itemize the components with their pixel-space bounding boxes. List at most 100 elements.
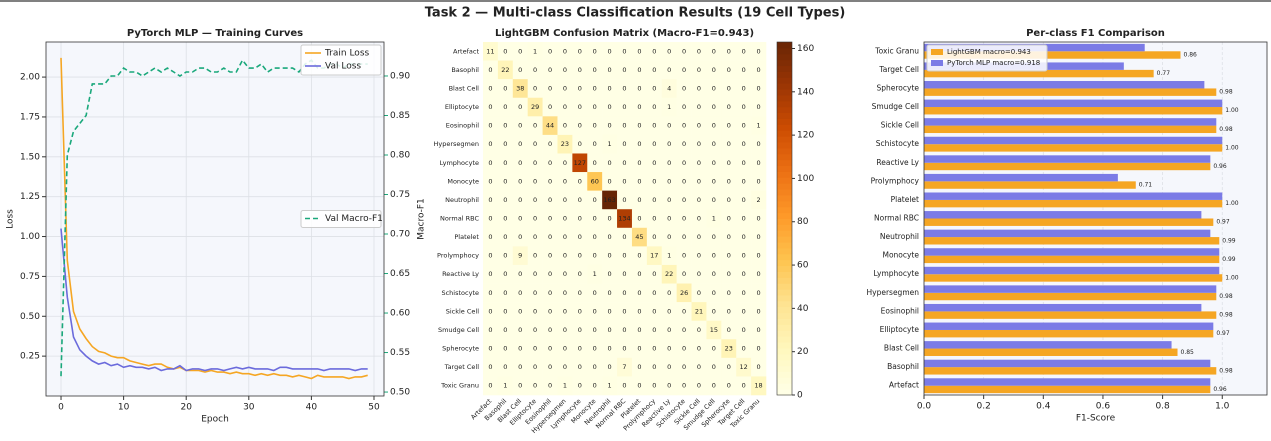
heatmap-cell — [751, 357, 767, 377]
heatmap-cell — [512, 172, 528, 191]
legend-swatch — [931, 49, 943, 55]
cell-label: 0 — [667, 159, 671, 167]
colorbar-tick-label: 120 — [797, 131, 814, 141]
chart-title: PyTorch MLP — Training Curves — [127, 28, 303, 39]
heatmap-cell — [542, 116, 558, 136]
heatmap-cell — [587, 302, 603, 321]
heatmap-cell — [706, 153, 722, 173]
cell-label: 0 — [727, 233, 731, 241]
colorbar-step — [777, 271, 792, 278]
chart-title: Per-class F1 Comparison — [1026, 28, 1165, 39]
heatmap-cell — [691, 264, 707, 284]
cell-label: 0 — [563, 122, 567, 130]
heatmap-cell — [512, 376, 528, 396]
heatmap-cell — [676, 320, 692, 340]
cell-label: 0 — [533, 215, 537, 223]
cell-label: 1 — [593, 270, 597, 278]
bar — [924, 192, 1223, 200]
cell-label: 0 — [652, 66, 656, 74]
heatmap-cell — [572, 134, 588, 154]
cell-label: 0 — [608, 66, 612, 74]
heatmap-cell — [483, 264, 499, 284]
heatmap-cell — [661, 172, 677, 191]
heatmap-cell — [483, 79, 499, 99]
heatmap-cell — [587, 209, 603, 229]
value-label: 0.71 — [1139, 182, 1153, 189]
y-tick-label: 0.50 — [20, 312, 40, 322]
colorbar-step — [777, 177, 792, 184]
colorbar-step — [777, 106, 792, 114]
cell-label: 0 — [533, 289, 537, 297]
heatmap-cell — [542, 320, 558, 340]
heatmap-cell — [676, 60, 692, 80]
cell-label: 0 — [518, 233, 522, 241]
cell-label: 0 — [548, 66, 552, 74]
cell-label: 0 — [503, 84, 507, 92]
cell-label: 0 — [563, 307, 567, 315]
heatmap-cell — [676, 79, 692, 99]
cell-label: 0 — [652, 307, 656, 315]
heatmap-cell — [483, 302, 499, 321]
colorbar-step — [777, 200, 792, 208]
heatmap-cell — [646, 153, 663, 173]
heatmap-cell — [512, 60, 528, 80]
heatmap-cell — [676, 153, 692, 173]
heatmap-cell — [542, 209, 558, 229]
colorbar-step — [777, 336, 792, 343]
cell-label: 0 — [518, 66, 522, 74]
cell-label: 0 — [608, 159, 612, 167]
heatmap-cell — [512, 42, 528, 61]
heatmap-cell — [557, 283, 573, 303]
heatmap-cell — [751, 190, 767, 210]
cell-label: 0 — [682, 103, 686, 111]
colorbar-step — [777, 47, 792, 55]
y-tick-label: Toxic Granu — [440, 382, 479, 390]
cell-label: 0 — [652, 233, 656, 241]
cell-label: 0 — [712, 47, 716, 55]
cell-label: 0 — [563, 215, 567, 223]
heatmap-cell — [542, 60, 558, 80]
heatmap-cell — [497, 246, 514, 266]
heatmap-cell — [751, 376, 767, 396]
cell-label: 0 — [637, 177, 641, 185]
heatmap-cell — [572, 227, 588, 247]
cell-label: 0 — [756, 84, 760, 92]
heatmap-cell — [617, 227, 633, 247]
heatmap-cell — [602, 320, 618, 340]
heatmap-cell — [587, 116, 603, 136]
heatmap-cell — [736, 60, 752, 80]
bar — [924, 144, 1223, 152]
heatmap-cell — [706, 60, 722, 80]
cell-label: 0 — [667, 66, 671, 74]
heatmap-cell — [557, 134, 573, 154]
cell-label: 0 — [712, 122, 716, 130]
cell-label: 0 — [622, 289, 626, 297]
colorbar-step — [777, 71, 792, 78]
cell-label: 0 — [608, 307, 612, 315]
cell-label: 0 — [622, 252, 626, 260]
colorbar-tick-label: 60 — [797, 261, 809, 271]
cell-label: 0 — [637, 47, 641, 55]
y-tick-label: Reactive Ly — [442, 270, 479, 278]
x-tick-label: 0.0 — [917, 402, 932, 412]
legend-swatch — [931, 60, 943, 66]
value-label: 0.99 — [1222, 256, 1236, 263]
y-tick-label: Basophil — [451, 66, 479, 74]
heatmap-cell — [736, 172, 752, 191]
cell-label: 0 — [533, 252, 537, 260]
value-label: 1.00 — [1225, 274, 1239, 281]
y-tick-label: Hypersegmen — [867, 288, 920, 297]
cell-label: 0 — [593, 233, 597, 241]
cell-label: 0 — [727, 140, 731, 148]
cell-label: 0 — [712, 140, 716, 148]
cell-label: 38 — [516, 84, 524, 92]
heatmap-cell — [676, 209, 692, 229]
cell-label: 0 — [727, 363, 731, 371]
heatmap-cell — [721, 283, 737, 303]
heatmap-cell — [676, 116, 692, 136]
heatmap-cell — [497, 320, 514, 340]
heatmap-cell — [751, 60, 767, 80]
cell-label: 134 — [618, 215, 630, 223]
cell-label: 0 — [667, 307, 671, 315]
heatmap-cell — [602, 376, 618, 396]
